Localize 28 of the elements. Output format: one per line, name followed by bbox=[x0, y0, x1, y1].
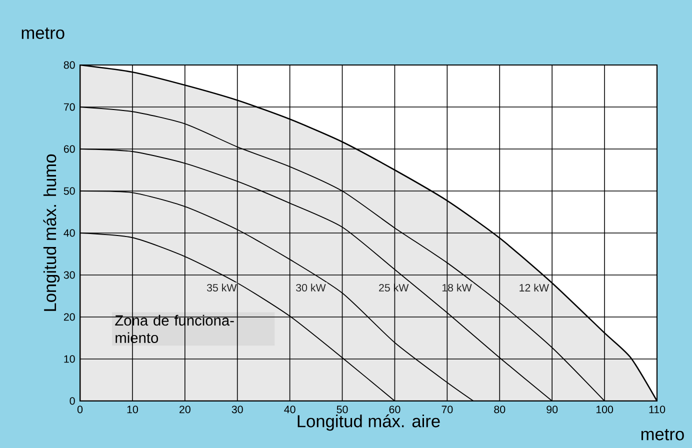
y-tick-label: 0 bbox=[70, 397, 75, 405]
x-tick-label: 70 bbox=[442, 406, 453, 414]
y-axis-title: Longitud máx. humo bbox=[43, 154, 60, 311]
series-label: 30 kW bbox=[296, 284, 326, 292]
y-tick-label: 70 bbox=[64, 103, 75, 111]
y-tick-label: 50 bbox=[64, 187, 75, 195]
x-axis-title: Longitud máx. aire bbox=[298, 414, 440, 431]
x-tick-label: 20 bbox=[180, 406, 190, 414]
y-tick-label: 20 bbox=[64, 313, 75, 321]
x-tick-label: 80 bbox=[494, 406, 506, 414]
x-tick-label: 0 bbox=[77, 406, 83, 414]
x-tick-label: 10 bbox=[127, 406, 138, 414]
x-tick-label: 90 bbox=[546, 406, 558, 414]
text: metro bbox=[641, 428, 684, 440]
y-tick-label: 40 bbox=[64, 229, 75, 237]
x-tick-label: 100 bbox=[596, 406, 614, 414]
x-tick-label: 110 bbox=[649, 406, 666, 414]
x-tick-label: 40 bbox=[284, 406, 296, 414]
y-tick-label: 10 bbox=[64, 355, 75, 363]
series-label: 12 kW bbox=[520, 284, 549, 292]
x-tick-label: 30 bbox=[232, 406, 243, 414]
text: metro bbox=[22, 28, 64, 40]
y-tick-label: 30 bbox=[64, 271, 75, 279]
y-tick-label: 60 bbox=[64, 145, 75, 153]
x-tick-label: 50 bbox=[336, 406, 348, 414]
series-label: 35 kW bbox=[206, 284, 237, 292]
y-tick-label: 80 bbox=[64, 61, 75, 69]
x-tick-label: 60 bbox=[389, 406, 400, 414]
